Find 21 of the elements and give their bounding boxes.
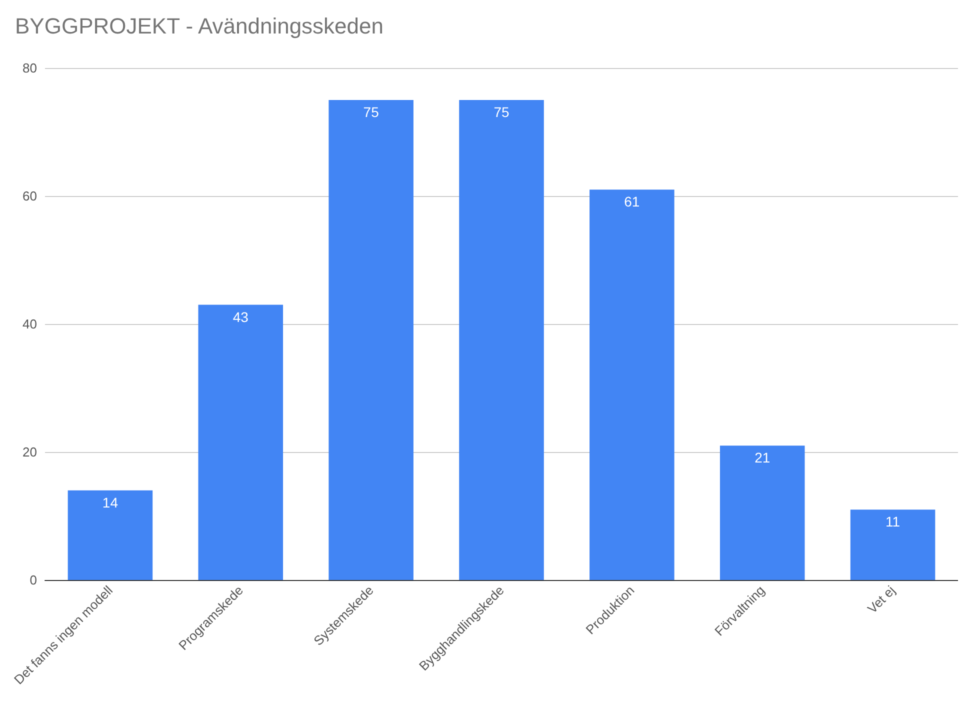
data-label: 21	[754, 450, 770, 466]
data-label: 11	[886, 514, 900, 530]
chart-title: BYGGPROJEKT - Avändningsskeden	[15, 14, 384, 38]
y-tick-label: 0	[30, 572, 37, 588]
data-label: 14	[102, 494, 118, 510]
data-label: 75	[494, 104, 510, 120]
data-label: 75	[363, 104, 380, 120]
data-label: 43	[232, 308, 249, 325]
y-tick-label: 60	[22, 188, 37, 204]
bar	[198, 304, 284, 580]
bar	[720, 446, 805, 580]
y-tick-label: 40	[22, 316, 37, 332]
bar	[590, 190, 674, 580]
bar	[850, 510, 936, 580]
y-tick-label: 20	[22, 444, 37, 460]
bar	[68, 490, 153, 580]
data-label: 61	[624, 194, 640, 210]
bar	[328, 100, 414, 580]
x-tick-label: Vet ej	[864, 582, 898, 616]
y-tick-label: 80	[22, 60, 37, 76]
bar	[459, 100, 544, 580]
